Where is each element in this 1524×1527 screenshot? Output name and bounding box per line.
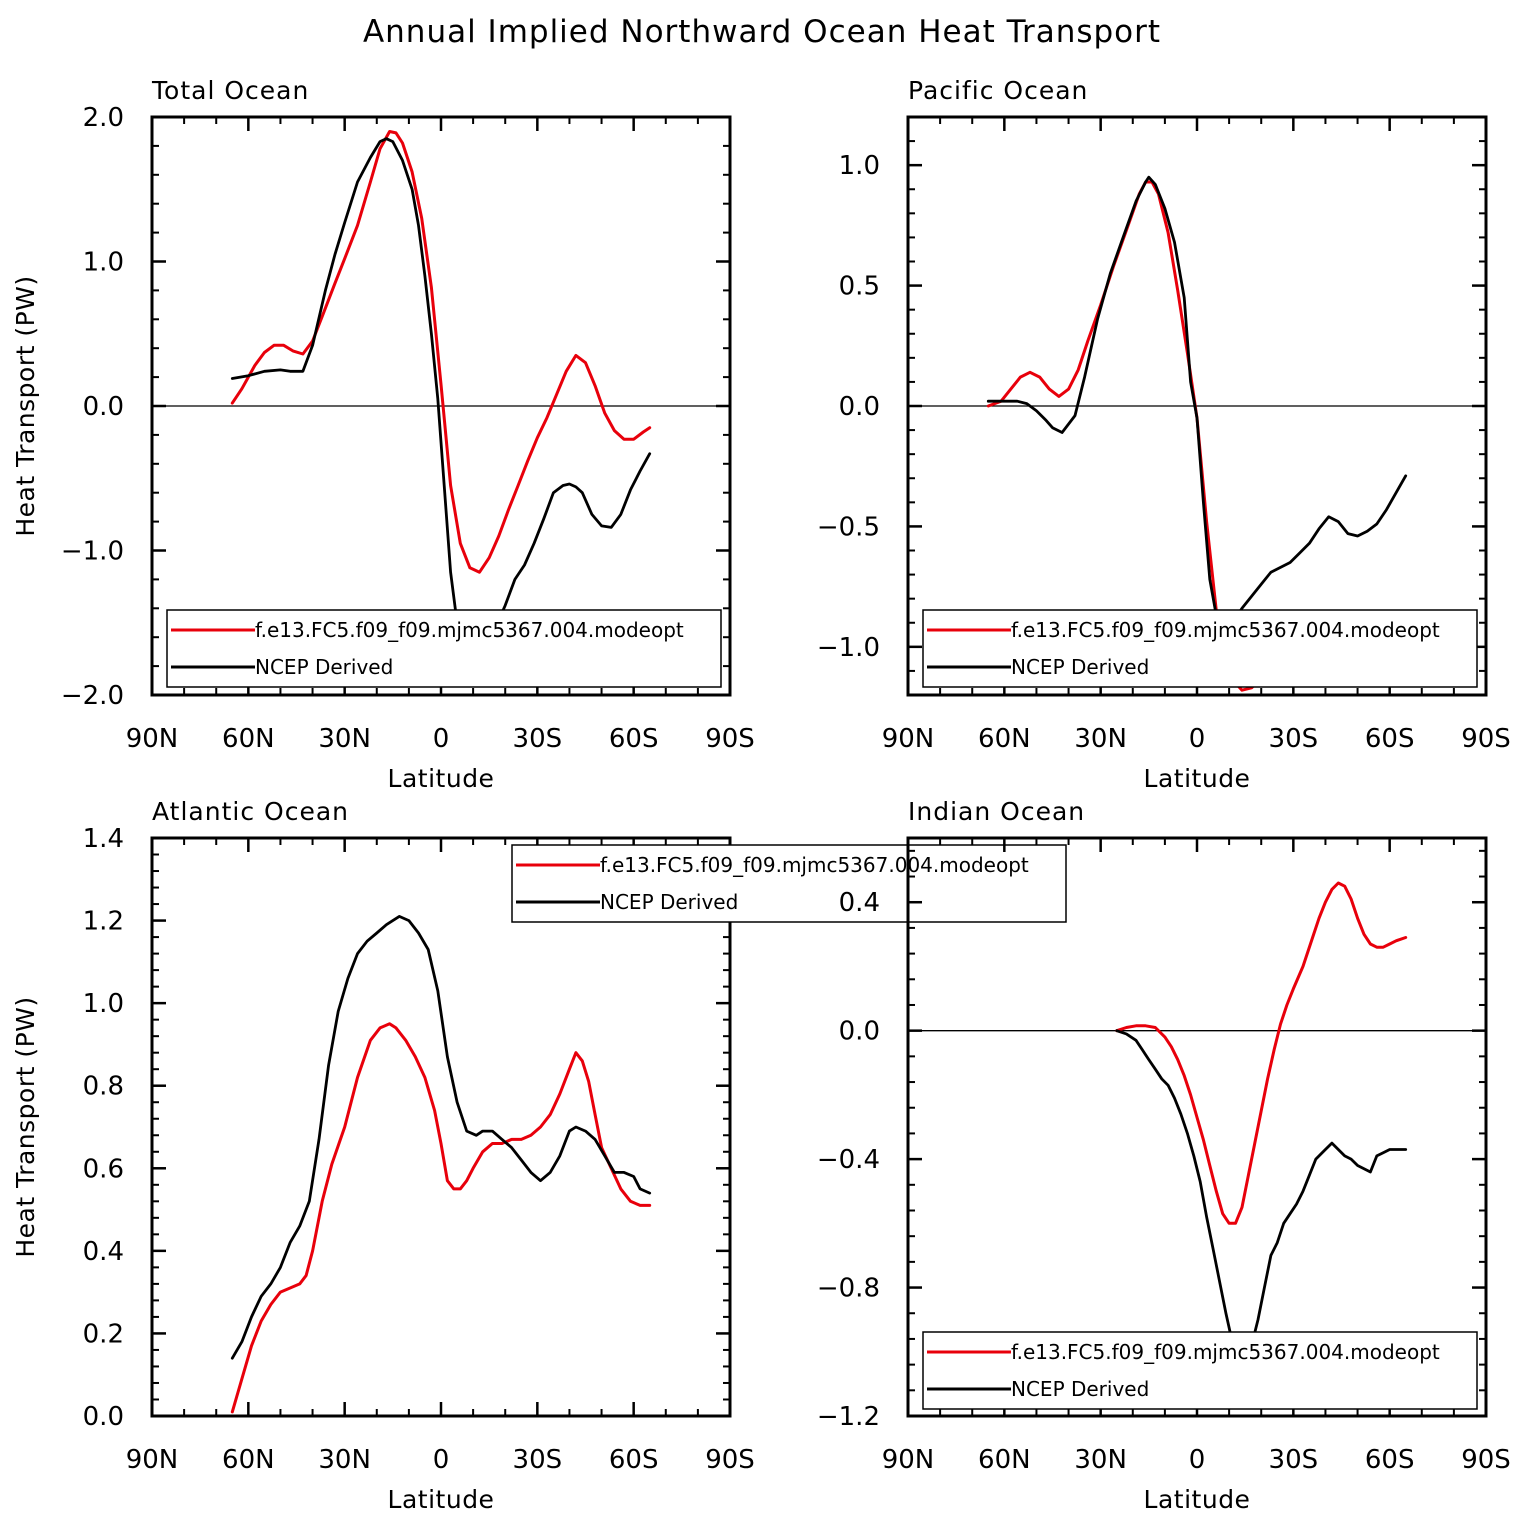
x-tick-label: 0 bbox=[433, 724, 450, 754]
x-tick-label: 90S bbox=[1461, 724, 1511, 754]
figure-title: Annual Implied Northward Ocean Heat Tran… bbox=[362, 14, 1162, 50]
x-tick-label: 90S bbox=[705, 1445, 755, 1475]
y-tick-label: 1.4 bbox=[83, 824, 124, 854]
chart-panel-1: Total Ocean 90N 60N 30N 0 30S 60S 90S −2.0 −1.0 0.… bbox=[11, 76, 755, 793]
x-tick-label: 0 bbox=[1189, 1445, 1206, 1475]
y-tick-label: 0.0 bbox=[839, 1017, 880, 1047]
ncep-series-line bbox=[1115, 1029, 1408, 1370]
y-tick-label: 2.0 bbox=[83, 103, 124, 133]
chart-panel-2: Pacific Ocean 90N 60N 30N 0 30S 60S 90S −1.0 −0.5… bbox=[817, 76, 1511, 793]
y-tick-label: 0.5 bbox=[839, 272, 880, 302]
x-tick-label: 90S bbox=[705, 724, 755, 754]
legend-box bbox=[511, 844, 1067, 923]
legend-label: NCEP Derived bbox=[1011, 1377, 1149, 1401]
y-tick-label: 1.0 bbox=[83, 989, 124, 1019]
x-tick-label: 30N bbox=[1074, 1445, 1127, 1475]
y-tick-label: 0.8 bbox=[83, 1072, 124, 1102]
x-tick-label: 60N bbox=[222, 1445, 275, 1475]
model-series-line bbox=[230, 1022, 652, 1414]
x-tick-label: 90N bbox=[882, 1445, 935, 1475]
panel-title: Indian Ocean bbox=[908, 797, 1085, 826]
panel-title: Atlantic Ocean bbox=[152, 797, 349, 826]
y-tick-label: 1.2 bbox=[83, 907, 124, 937]
chart-panel-3: Atlantic Ocean 90N 60N 30N 0 30S 60S 90S 0.0 0.2 0… bbox=[11, 797, 1067, 1514]
x-axis-title: Latitude bbox=[388, 1485, 495, 1514]
ncep-series-line bbox=[230, 137, 652, 649]
x-tick-label: 60N bbox=[978, 1445, 1031, 1475]
legend: f.e13.FC5.f09_f09.mjmc5367.004.modeopt NC… bbox=[922, 1331, 1478, 1410]
y-tick-label: 0.0 bbox=[83, 392, 124, 422]
x-tick-label: 60S bbox=[609, 1445, 659, 1475]
x-tick-label: 0 bbox=[433, 1445, 450, 1475]
x-tick-label: 30S bbox=[1269, 1445, 1319, 1475]
plot-frame bbox=[150, 836, 732, 1418]
x-tick-label: 60S bbox=[1365, 724, 1415, 754]
x-tick-label: 60S bbox=[609, 724, 659, 754]
x-tick-label: 60N bbox=[222, 724, 275, 754]
x-tick-label: 30N bbox=[318, 1445, 371, 1475]
legend: f.e13.FC5.f09_f09.mjmc5367.004.modeopt NC… bbox=[166, 609, 722, 688]
x-axis-title: Latitude bbox=[388, 764, 495, 793]
x-tick-label: 30N bbox=[1074, 724, 1127, 754]
model-series-line bbox=[230, 130, 652, 574]
legend-label: f.e13.FC5.f09_f09.mjmc5367.004.modeopt bbox=[1011, 1340, 1440, 1364]
y-tick-label: −0.4 bbox=[817, 1145, 880, 1175]
legend-label: NCEP Derived bbox=[255, 655, 393, 679]
legend: f.e13.FC5.f09_f09.mjmc5367.004.modeopt NC… bbox=[922, 609, 1478, 688]
legend-label: NCEP Derived bbox=[1011, 655, 1149, 679]
y-axis-title: Heat Transport (PW) bbox=[11, 996, 40, 1257]
ncep-series-line bbox=[230, 915, 652, 1360]
y-tick-label: 1.0 bbox=[83, 248, 124, 278]
y-tick-label: 0.0 bbox=[83, 1402, 124, 1432]
x-tick-label: 30S bbox=[1269, 724, 1319, 754]
x-tick-label: 60S bbox=[1365, 1445, 1415, 1475]
legend: f.e13.FC5.f09_f09.mjmc5367.004.modeopt NC… bbox=[511, 844, 1067, 923]
x-tick-label: 90S bbox=[1461, 1445, 1511, 1475]
y-tick-label: 0.6 bbox=[83, 1154, 124, 1184]
x-tick-label: 30S bbox=[513, 1445, 563, 1475]
y-tick-label: −0.8 bbox=[817, 1274, 880, 1304]
y-tick-label: −2.0 bbox=[61, 681, 124, 711]
legend-box bbox=[922, 609, 1478, 688]
model-series-line bbox=[1115, 881, 1408, 1225]
chart-panel-4: Indian Ocean 90N 60N 30N 0 30S 60S 90S −1.2 −0.8 −… bbox=[817, 797, 1511, 1514]
y-tick-label: −1.0 bbox=[61, 537, 124, 567]
panel-title: Pacific Ocean bbox=[908, 76, 1088, 105]
x-tick-label: 90N bbox=[882, 724, 935, 754]
legend-box bbox=[922, 1331, 1478, 1410]
legend-label: f.e13.FC5.f09_f09.mjmc5367.004.modeopt bbox=[1011, 618, 1440, 642]
x-axis-title: Latitude bbox=[1144, 764, 1251, 793]
x-tick-label: 90N bbox=[126, 1445, 179, 1475]
legend-label: f.e13.FC5.f09_f09.mjmc5367.004.modeopt bbox=[255, 618, 684, 642]
x-tick-label: 0 bbox=[1189, 724, 1206, 754]
y-axis-title: Heat Transport (PW) bbox=[11, 275, 40, 536]
x-axis-title: Latitude bbox=[1144, 1485, 1251, 1514]
legend-box bbox=[166, 609, 722, 688]
y-tick-label: 0.0 bbox=[839, 392, 880, 422]
x-tick-label: 30S bbox=[513, 724, 563, 754]
legend-label: NCEP Derived bbox=[600, 890, 738, 914]
plot-frame bbox=[906, 836, 1488, 1418]
y-tick-label: 1.0 bbox=[839, 151, 880, 181]
y-tick-label: 0.4 bbox=[839, 888, 880, 918]
ncep-series-line bbox=[986, 175, 1408, 629]
y-tick-label: 0.2 bbox=[83, 1319, 124, 1349]
x-tick-label: 60N bbox=[978, 724, 1031, 754]
y-tick-label: −0.5 bbox=[817, 512, 880, 542]
x-tick-label: 90N bbox=[126, 724, 179, 754]
y-tick-label: −1.0 bbox=[817, 633, 880, 663]
y-tick-label: −1.2 bbox=[817, 1402, 880, 1432]
legend-label: f.e13.FC5.f09_f09.mjmc5367.004.modeopt bbox=[600, 853, 1029, 877]
x-tick-label: 30N bbox=[318, 724, 371, 754]
y-tick-label: 0.4 bbox=[83, 1237, 124, 1267]
panel-title: Total Ocean bbox=[151, 76, 309, 105]
